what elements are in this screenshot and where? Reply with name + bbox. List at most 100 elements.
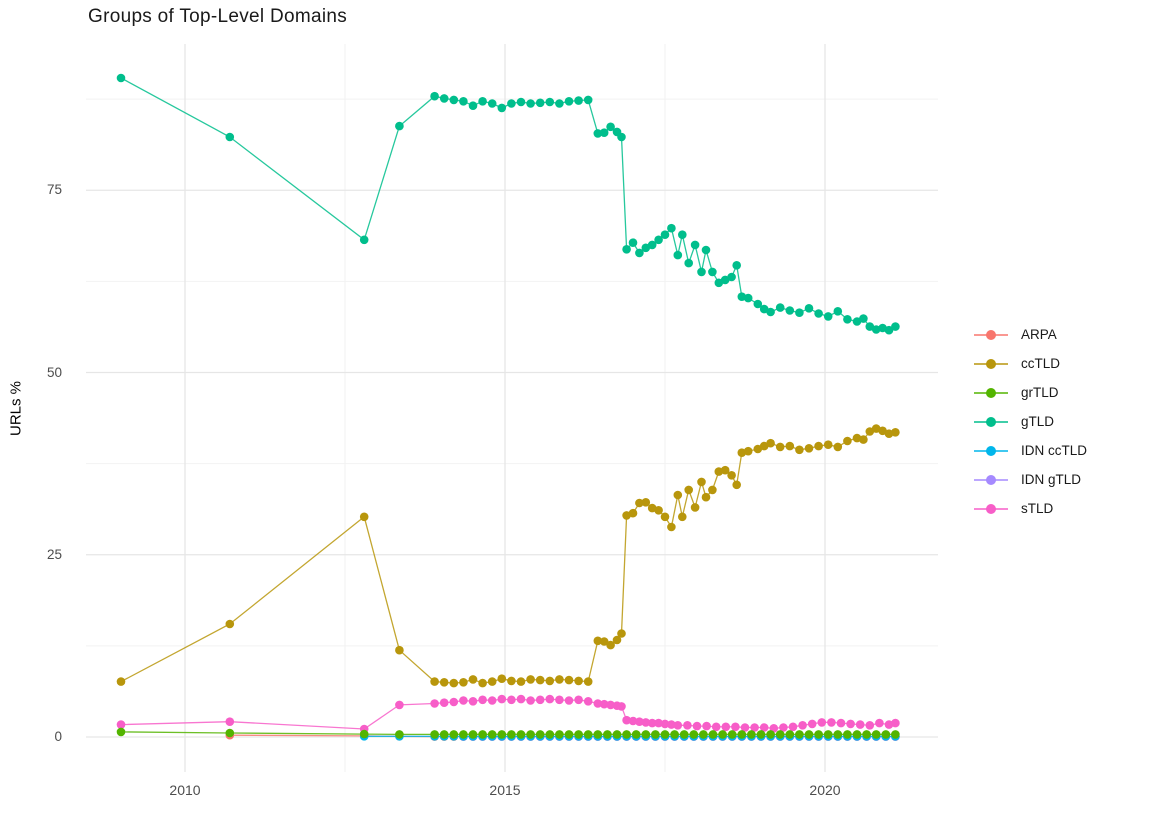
- data-point: [478, 730, 487, 739]
- data-point: [702, 721, 711, 731]
- data-point: [690, 240, 700, 250]
- data-point: [660, 512, 670, 522]
- data-point: [779, 723, 788, 732]
- legend-label: ccTLD: [1021, 356, 1061, 371]
- data-point: [891, 322, 900, 331]
- data-point: [721, 722, 731, 732]
- data-point: [225, 717, 235, 726]
- data-point: [439, 730, 449, 739]
- data-point: [775, 303, 785, 312]
- data-point: [766, 438, 775, 448]
- data-point: [395, 730, 404, 739]
- data-point: [884, 429, 894, 439]
- data-point: [667, 720, 676, 729]
- data-point: [846, 719, 855, 729]
- data-point: [708, 730, 718, 739]
- legend-item-idn-gtld: IDN gTLD: [974, 465, 1087, 494]
- series-line: [120, 427, 896, 684]
- legend-item-gtld: gTLD: [974, 407, 1087, 436]
- data-point: [647, 240, 657, 250]
- data-point: [116, 677, 126, 686]
- data-point: [507, 730, 516, 739]
- data-point: [843, 730, 852, 739]
- data-point: [673, 250, 683, 260]
- data-point: [852, 730, 862, 739]
- data-point: [833, 307, 843, 316]
- data-point: [439, 94, 449, 103]
- data-point: [743, 446, 753, 456]
- data-point: [804, 304, 814, 313]
- legend-key-icon: [974, 355, 1008, 373]
- data-point: [670, 730, 679, 739]
- data-point: [785, 730, 795, 739]
- data-point: [593, 636, 603, 646]
- data-point: [679, 730, 689, 739]
- data-point: [737, 730, 747, 739]
- legend-key-icon: [974, 500, 1008, 518]
- data-point: [641, 243, 651, 253]
- data-point: [574, 730, 583, 739]
- data-point: [535, 695, 545, 705]
- data-point: [817, 718, 827, 727]
- legend-dot-icon: [986, 445, 996, 456]
- data-point: [775, 730, 785, 739]
- data-point: [785, 441, 795, 451]
- data-point: [612, 730, 622, 739]
- legend-dot-icon: [986, 503, 996, 514]
- data-point: [766, 730, 775, 739]
- data-point: [756, 730, 766, 739]
- data-point: [843, 436, 852, 446]
- data-point: [660, 730, 670, 739]
- data-point: [628, 716, 638, 726]
- legend-dot-icon: [986, 416, 996, 427]
- data-point: [654, 718, 663, 728]
- data-point: [459, 97, 468, 106]
- data-point: [564, 675, 574, 685]
- data-point: [507, 676, 516, 686]
- data-point: [635, 717, 644, 726]
- data-point: [593, 699, 603, 708]
- data-point: [759, 441, 769, 451]
- data-point: [225, 728, 235, 738]
- legend-label: grTLD: [1021, 385, 1059, 400]
- data-point: [753, 299, 763, 309]
- data-point: [439, 698, 449, 707]
- data-point: [865, 322, 875, 331]
- data-point: [545, 97, 555, 107]
- data-point: [555, 730, 564, 739]
- data-point: [785, 306, 795, 315]
- data-point: [732, 261, 741, 270]
- data-point: [732, 480, 741, 490]
- data-point: [574, 96, 583, 105]
- data-point: [891, 730, 900, 739]
- data-point: [759, 304, 769, 314]
- data-point: [795, 308, 804, 318]
- data-point: [359, 512, 369, 522]
- data-point: [747, 730, 756, 739]
- data-point: [439, 678, 449, 687]
- data-point: [516, 677, 526, 686]
- data-point: [862, 730, 871, 739]
- data-point: [683, 721, 692, 730]
- chart-title: Groups of Top-Level Domains: [88, 6, 348, 27]
- series-gtld: [116, 73, 900, 335]
- data-point: [701, 492, 711, 502]
- data-point: [606, 122, 615, 132]
- data-point: [593, 129, 603, 138]
- data-point: [516, 694, 526, 704]
- legend-key-icon: [974, 442, 1008, 460]
- data-point: [740, 723, 750, 732]
- data-point: [606, 700, 615, 710]
- data-point: [395, 121, 404, 131]
- data-point: [647, 718, 657, 728]
- y-tick-label: 75: [46, 182, 62, 198]
- data-point: [535, 98, 545, 108]
- series-stld: [116, 694, 900, 734]
- data-point: [449, 678, 459, 688]
- data-point: [564, 730, 574, 739]
- data-point: [836, 718, 846, 728]
- data-point: [654, 235, 663, 245]
- data-point: [673, 490, 683, 500]
- data-point: [449, 697, 459, 707]
